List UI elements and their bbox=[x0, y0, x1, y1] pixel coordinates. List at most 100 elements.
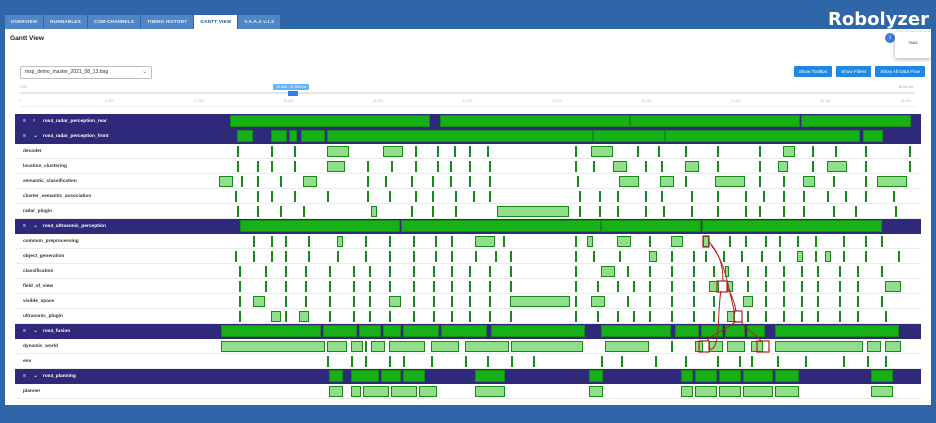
task-row[interactable]: location_clustering bbox=[15, 159, 921, 174]
group-bar[interactable] bbox=[702, 220, 882, 232]
task-bar[interactable] bbox=[237, 206, 239, 217]
group-bar[interactable] bbox=[289, 130, 297, 142]
task-bar[interactable] bbox=[817, 281, 819, 292]
task-bar[interactable] bbox=[239, 311, 241, 322]
task-bar[interactable] bbox=[353, 266, 355, 277]
task-bar[interactable] bbox=[783, 296, 785, 307]
task-bar[interactable] bbox=[605, 341, 649, 352]
task-bar[interactable] bbox=[235, 191, 237, 202]
group-row[interactable]: ≡ › ros4_radar_perception_rear bbox=[15, 114, 921, 129]
task-bar[interactable] bbox=[633, 281, 635, 292]
task-bar[interactable] bbox=[617, 311, 619, 322]
group-bar[interactable] bbox=[719, 370, 741, 382]
task-bar[interactable] bbox=[431, 341, 459, 352]
group-bar[interactable] bbox=[747, 325, 765, 337]
task-bar[interactable] bbox=[327, 191, 329, 202]
task-row[interactable]: object_generation bbox=[15, 249, 921, 264]
task-bar[interactable] bbox=[365, 251, 367, 262]
task-bar[interactable] bbox=[599, 206, 601, 217]
task-bar[interactable] bbox=[797, 251, 803, 262]
task-row[interactable]: common_preprocessing bbox=[15, 234, 921, 249]
task-bar[interactable] bbox=[337, 236, 343, 247]
task-bar[interactable] bbox=[575, 266, 577, 277]
task-bar[interactable] bbox=[280, 206, 282, 217]
task-bar[interactable] bbox=[727, 311, 735, 322]
task-bar[interactable] bbox=[371, 341, 385, 352]
task-bar[interactable] bbox=[280, 176, 282, 187]
task-bar[interactable] bbox=[285, 296, 287, 307]
task-bar[interactable] bbox=[451, 296, 453, 307]
task-bar[interactable] bbox=[843, 236, 845, 247]
task-bar[interactable] bbox=[239, 296, 241, 307]
task-bar[interactable] bbox=[857, 281, 859, 292]
task-bar[interactable] bbox=[783, 191, 785, 202]
tab-yaaa[interactable]: Y.A.A.A v.1.5 bbox=[238, 15, 281, 29]
group-bar[interactable] bbox=[240, 220, 400, 232]
task-bar[interactable] bbox=[833, 176, 835, 187]
group-bar[interactable] bbox=[675, 325, 699, 337]
task-bar[interactable] bbox=[575, 251, 577, 262]
task-bar[interactable] bbox=[389, 311, 391, 322]
task-bar[interactable] bbox=[271, 146, 273, 157]
task-bar[interactable] bbox=[389, 356, 391, 367]
task-bar[interactable] bbox=[715, 176, 745, 187]
task-bar[interactable] bbox=[745, 191, 747, 202]
task-bar[interactable] bbox=[685, 146, 687, 157]
task-bar[interactable] bbox=[303, 206, 305, 217]
task-bar[interactable] bbox=[761, 251, 763, 262]
group-bar[interactable] bbox=[237, 130, 253, 142]
task-bar[interactable] bbox=[469, 176, 471, 187]
task-row[interactable]: decoder bbox=[15, 144, 921, 159]
task-bar[interactable] bbox=[367, 161, 369, 172]
task-bar[interactable] bbox=[815, 251, 817, 262]
task-bar[interactable] bbox=[367, 191, 369, 202]
task-bar[interactable] bbox=[703, 236, 709, 247]
task-bar[interactable] bbox=[817, 296, 819, 307]
task-bar[interactable] bbox=[909, 161, 911, 172]
task-bar[interactable] bbox=[489, 176, 491, 187]
task-bar[interactable] bbox=[871, 386, 893, 397]
task-bar[interactable] bbox=[717, 191, 719, 202]
task-bar[interactable] bbox=[575, 146, 577, 157]
group-row[interactable]: ≡ ⌄ ros4_ultrasonic_perception bbox=[15, 219, 921, 234]
task-bar[interactable] bbox=[717, 161, 719, 172]
tab-timing-history[interactable]: TIMING HISTORY bbox=[141, 15, 194, 29]
task-bar[interactable] bbox=[709, 281, 719, 292]
task-bar[interactable] bbox=[391, 386, 417, 397]
task-bar[interactable] bbox=[305, 266, 307, 277]
task-bar[interactable] bbox=[415, 146, 417, 157]
task-bar[interactable] bbox=[308, 251, 310, 262]
task-bar[interactable] bbox=[415, 191, 417, 202]
task-row[interactable]: env bbox=[15, 354, 921, 369]
task-bar[interactable] bbox=[575, 281, 577, 292]
task-bar[interactable] bbox=[895, 206, 897, 217]
group-bar[interactable] bbox=[695, 370, 717, 382]
task-bar[interactable] bbox=[510, 296, 570, 307]
task-bar[interactable] bbox=[745, 236, 747, 247]
task-bar[interactable] bbox=[587, 236, 593, 247]
task-bar[interactable] bbox=[649, 281, 651, 292]
task-bar[interactable] bbox=[765, 281, 767, 292]
group-bar[interactable] bbox=[221, 325, 321, 337]
task-bar[interactable] bbox=[465, 356, 467, 367]
task-bar[interactable] bbox=[432, 206, 434, 217]
task-bar[interactable] bbox=[511, 356, 513, 367]
drag-handle-icon[interactable]: ≡ bbox=[23, 223, 26, 229]
task-bar[interactable] bbox=[661, 161, 663, 172]
show-all-data-flow-button[interactable]: Show All Data Flow bbox=[875, 66, 925, 77]
task-bar[interactable] bbox=[617, 191, 619, 202]
task-bar[interactable] bbox=[437, 146, 439, 157]
task-bar[interactable] bbox=[271, 251, 273, 262]
task-bar[interactable] bbox=[695, 386, 717, 397]
task-bar[interactable] bbox=[759, 146, 761, 157]
task-bar[interactable] bbox=[511, 341, 583, 352]
group-bar[interactable] bbox=[630, 115, 800, 127]
task-bar[interactable] bbox=[599, 191, 601, 202]
task-bar[interactable] bbox=[671, 296, 673, 307]
task-bar[interactable] bbox=[257, 161, 259, 172]
task-bar[interactable] bbox=[433, 266, 435, 277]
task-bar[interactable] bbox=[389, 191, 391, 202]
task-bar[interactable] bbox=[351, 386, 361, 397]
task-bar[interactable] bbox=[487, 356, 489, 367]
group-bar[interactable] bbox=[351, 370, 379, 382]
